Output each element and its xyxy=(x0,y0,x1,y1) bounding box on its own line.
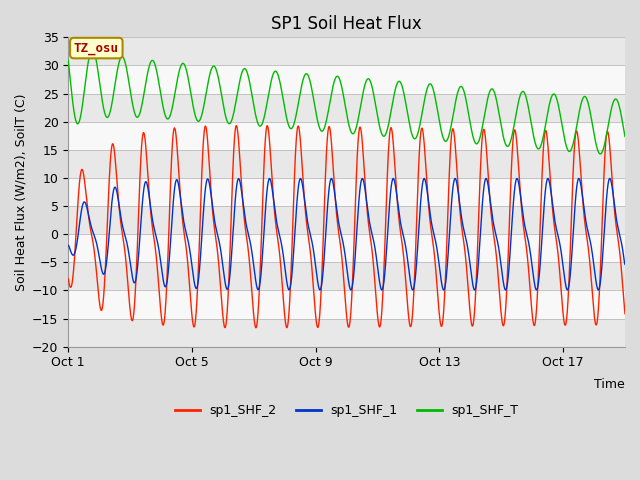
sp1_SHF_1 xyxy=(550,214,558,220)
Bar xyxy=(68,37,625,65)
sp1_SHF_1 xyxy=(302,207,310,213)
Bar xyxy=(68,65,625,94)
sp1_SHF_1 xyxy=(606,176,614,181)
sp1_SHF_2 xyxy=(65,276,72,282)
sp1_SHF_T xyxy=(161,112,169,118)
sp1_SHF_1 xyxy=(471,287,479,293)
Legend: sp1_SHF_2, sp1_SHF_1, sp1_SHF_T: sp1_SHF_2, sp1_SHF_1, sp1_SHF_T xyxy=(170,399,524,422)
Line: sp1_SHF_T: sp1_SHF_T xyxy=(68,49,625,154)
sp1_SHF_1 xyxy=(278,242,285,248)
Bar xyxy=(68,178,625,206)
sp1_SHF_2 xyxy=(621,311,629,317)
sp1_SHF_T xyxy=(302,71,310,77)
Bar xyxy=(68,319,625,347)
sp1_SHF_2 xyxy=(611,207,618,213)
Bar xyxy=(68,263,625,290)
sp1_SHF_T xyxy=(88,46,96,52)
sp1_SHF_2 xyxy=(252,325,260,331)
sp1_SHF_T xyxy=(128,98,136,104)
sp1_SHF_1 xyxy=(128,270,136,276)
Bar xyxy=(68,290,625,319)
sp1_SHF_1 xyxy=(621,262,629,267)
Bar xyxy=(68,234,625,263)
Bar xyxy=(68,94,625,122)
Line: sp1_SHF_2: sp1_SHF_2 xyxy=(68,126,625,328)
sp1_SHF_2 xyxy=(128,317,136,323)
Line: sp1_SHF_1: sp1_SHF_1 xyxy=(68,179,625,290)
Bar xyxy=(68,206,625,234)
Text: Time: Time xyxy=(595,378,625,391)
sp1_SHF_T xyxy=(550,91,558,97)
sp1_SHF_T xyxy=(611,97,618,103)
sp1_SHF_1 xyxy=(161,283,168,289)
sp1_SHF_T xyxy=(596,151,604,157)
sp1_SHF_T xyxy=(65,58,72,63)
Title: SP1 Soil Heat Flux: SP1 Soil Heat Flux xyxy=(271,15,422,33)
sp1_SHF_1 xyxy=(65,242,72,248)
sp1_SHF_2 xyxy=(161,313,168,319)
Text: TZ_osu: TZ_osu xyxy=(74,42,119,55)
sp1_SHF_1 xyxy=(611,202,618,207)
sp1_SHF_T xyxy=(621,134,629,140)
Bar xyxy=(68,122,625,150)
sp1_SHF_2 xyxy=(303,217,310,223)
sp1_SHF_2 xyxy=(232,123,240,129)
sp1_SHF_2 xyxy=(550,224,558,230)
Y-axis label: Soil Heat Flux (W/m2), SoilT (C): Soil Heat Flux (W/m2), SoilT (C) xyxy=(15,93,28,291)
sp1_SHF_T xyxy=(278,90,286,96)
sp1_SHF_2 xyxy=(278,280,286,286)
Bar xyxy=(68,150,625,178)
